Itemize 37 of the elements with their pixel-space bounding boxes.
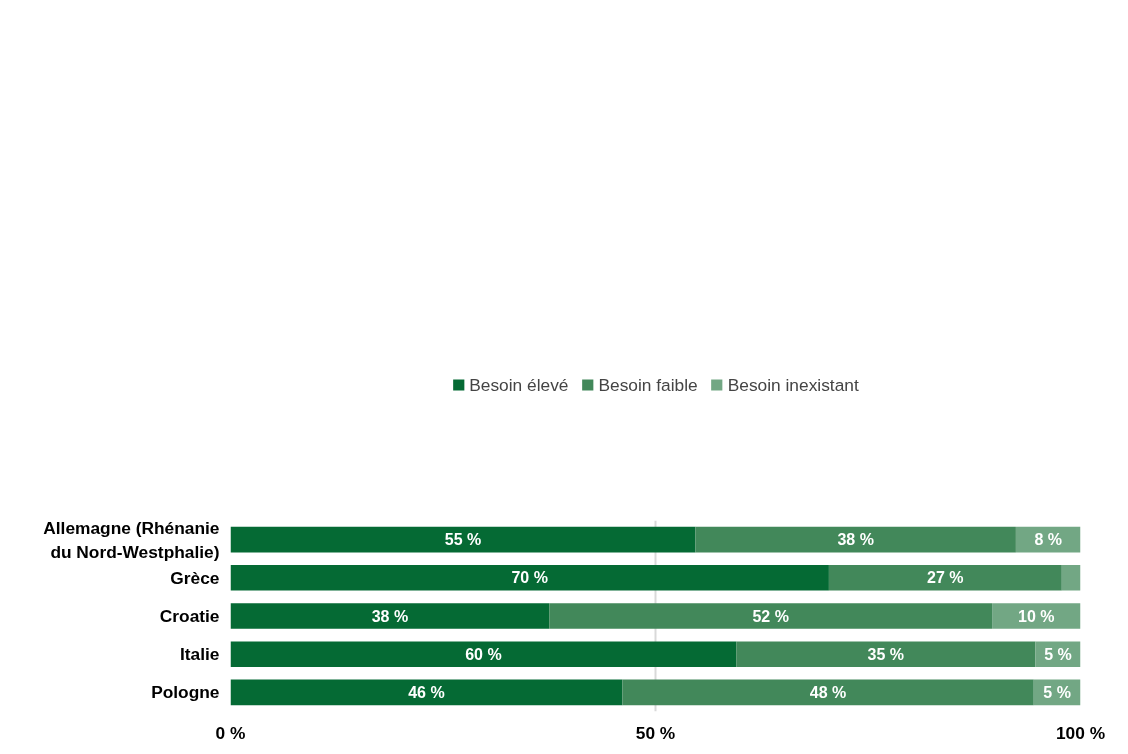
data-label: 27 % [927,569,964,587]
bar [230,603,550,629]
data-label: 10 % [1018,607,1055,625]
legend-label: Besoin inexistant [727,374,859,396]
bar [230,679,623,706]
bar [828,565,1062,591]
data-label: 48 % [809,683,847,701]
data-label: 38 % [371,607,409,625]
data-label: 8 % [1034,531,1062,549]
bar [992,603,1081,629]
y-tick-label: Italie [180,644,220,665]
legend-label: Besoin élevé [469,374,569,396]
y-tick-label: Grèce [170,567,220,588]
bar [230,641,737,667]
bar [695,526,1016,553]
bar [622,679,1034,706]
data-label: 60 % [465,645,502,663]
data-label: 52 % [752,607,789,625]
data-label: 46 % [408,683,445,701]
x-tick-label: 0 % [215,722,246,743]
bar [230,565,829,591]
bar [736,641,1036,667]
y-tick-label: Croatie [159,606,220,626]
bar [230,526,696,553]
y-tick-label: Allemagne (Rhénanie du Nord-Westphalie) [43,517,220,562]
legend-label: Besoin faible [598,374,698,396]
bar [549,603,993,629]
data-label: 35 % [867,645,905,663]
data-label: 5 % [1043,683,1071,701]
data-label: 38 % [837,531,874,549]
y-tick-label: Pologne [151,682,220,703]
bar [1061,565,1081,591]
x-tick-label: 100 % [1055,722,1106,743]
data-label: 70 % [511,569,548,587]
x-tick-label: 50 % [635,722,676,743]
data-label: 55 % [444,531,482,549]
data-label: 5 % [1044,645,1072,663]
